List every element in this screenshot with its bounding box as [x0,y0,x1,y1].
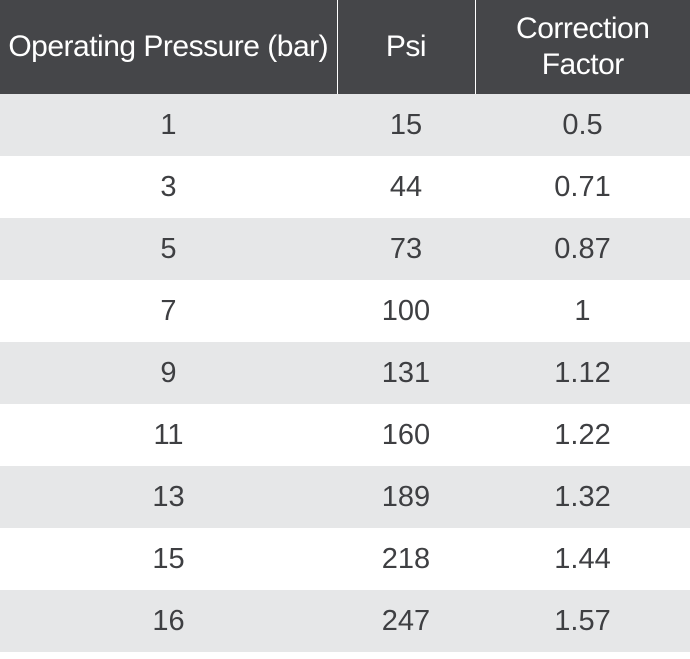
cell-psi: 218 [337,528,475,590]
table-row: 5 73 0.87 [0,218,690,280]
cell-operating-pressure: 3 [0,156,337,218]
table-row: 11 160 1.22 [0,404,690,466]
cell-operating-pressure: 13 [0,466,337,528]
cell-psi: 73 [337,218,475,280]
cell-correction-factor: 1.22 [475,404,690,466]
cell-psi: 100 [337,280,475,342]
cell-psi: 44 [337,156,475,218]
table-header: Operating Pressure (bar) Psi Correction … [0,0,690,94]
cell-psi: 131 [337,342,475,404]
table-row: 1 15 0.5 [0,94,690,156]
table-body: 1 15 0.5 3 44 0.71 5 73 0.87 7 100 1 9 131 1.12 11 160 1.… [0,94,690,652]
cell-operating-pressure: 16 [0,590,337,652]
cell-operating-pressure: 7 [0,280,337,342]
table-row: 13 189 1.32 [0,466,690,528]
table-row: 15 218 1.44 [0,528,690,590]
cell-correction-factor: 1 [475,280,690,342]
table-row: 7 100 1 [0,280,690,342]
cell-correction-factor: 1.32 [475,466,690,528]
column-header-correction-factor: Correction Factor [474,0,690,94]
cell-correction-factor: 1.44 [475,528,690,590]
header-row: Operating Pressure (bar) Psi Correction … [0,0,690,94]
cell-correction-factor: 1.12 [475,342,690,404]
table-row: 9 131 1.12 [0,342,690,404]
cell-psi: 247 [337,590,475,652]
cell-psi: 189 [337,466,475,528]
cell-psi: 15 [337,94,475,156]
cell-operating-pressure: 9 [0,342,337,404]
column-header-psi: Psi [336,0,475,94]
cell-correction-factor: 0.5 [475,94,690,156]
cell-operating-pressure: 11 [0,404,337,466]
cell-correction-factor: 1.57 [475,590,690,652]
cell-operating-pressure: 5 [0,218,337,280]
table-row: 16 247 1.57 [0,590,690,652]
cell-correction-factor: 0.87 [475,218,690,280]
cell-operating-pressure: 1 [0,94,337,156]
cell-psi: 160 [337,404,475,466]
cell-operating-pressure: 15 [0,528,337,590]
table-row: 3 44 0.71 [0,156,690,218]
cell-correction-factor: 0.71 [475,156,690,218]
column-header-operating-pressure: Operating Pressure (bar) [0,0,337,94]
